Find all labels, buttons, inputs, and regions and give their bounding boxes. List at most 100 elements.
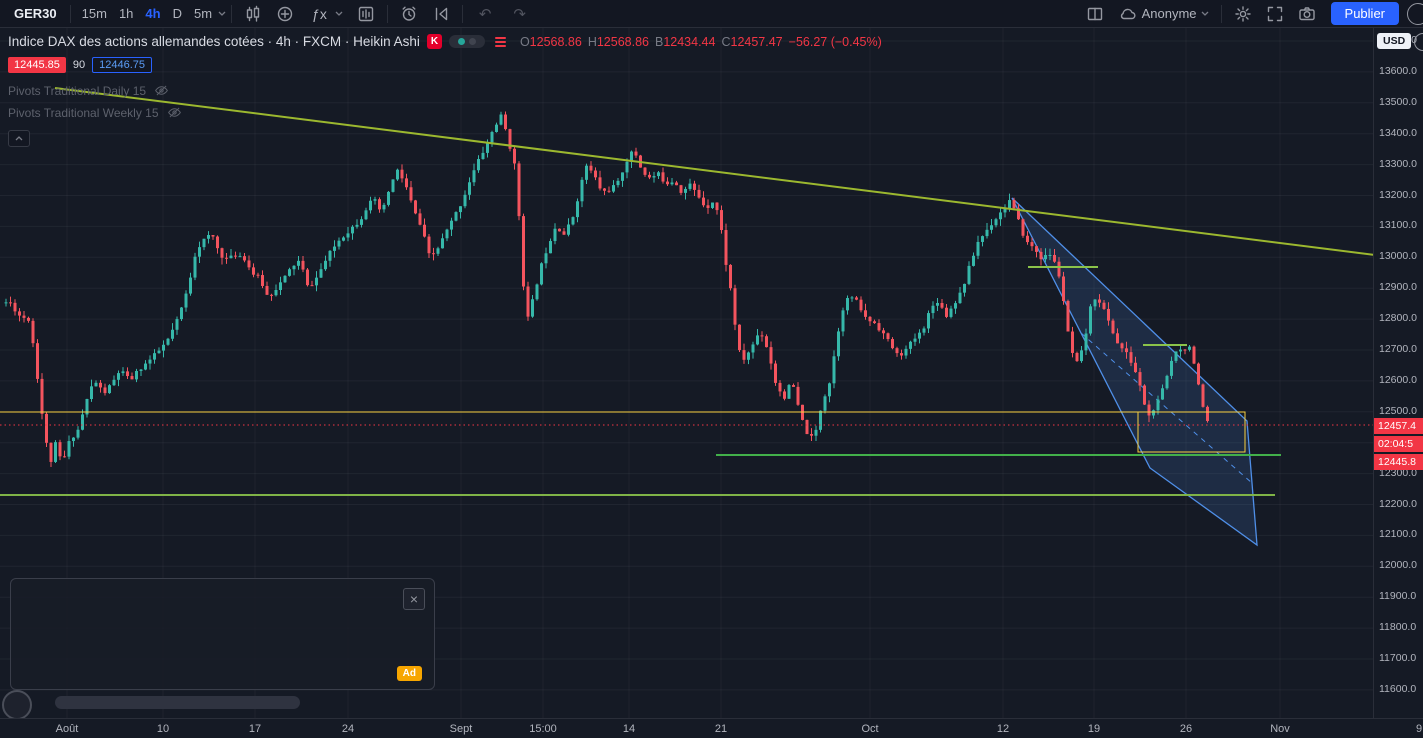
time-axis-label: 10 — [156, 723, 170, 735]
candle-body — [702, 197, 705, 206]
candle-body — [211, 235, 215, 237]
indicators-button[interactable]: ƒx — [301, 4, 350, 24]
change-value: −56.27 (−0.45%) — [788, 34, 882, 49]
candle-body — [189, 277, 192, 294]
indicator-menu-icon[interactable] — [492, 36, 509, 47]
time-axis[interactable]: Août 10 17 24 Sept 15:00 14 21 Oct 12 19 26 Nov 9 — [0, 718, 1423, 738]
candle-body — [108, 385, 111, 394]
indicator-row-daily[interactable]: Pivots Traditional Daily 15 — [8, 83, 882, 98]
candle-body — [279, 282, 282, 291]
price-axis-label: 11900.0 — [1379, 590, 1417, 603]
publish-button[interactable]: Publier — [1330, 2, 1399, 25]
candle-body — [1039, 251, 1043, 260]
candle-body — [378, 199, 381, 210]
divider — [231, 4, 233, 23]
interval-dropdown-icon[interactable] — [218, 11, 226, 16]
candle-body — [486, 142, 489, 153]
candle-body — [895, 348, 899, 354]
parallel-channel-midline — [1080, 332, 1253, 484]
price-axis-label: 13100.0 — [1379, 219, 1417, 232]
legend-collapse-button[interactable] — [8, 130, 30, 147]
settings-button[interactable] — [1227, 3, 1259, 25]
chart-type-button[interactable] — [237, 3, 269, 25]
candle-body — [436, 248, 440, 254]
candle-body — [724, 230, 728, 265]
interval-15m[interactable]: 15m — [81, 6, 107, 21]
indicator-template-icon — [358, 6, 374, 21]
interval-4h[interactable]: 4h — [145, 6, 161, 21]
indicator-row-weekly[interactable]: Pivots Traditional Weekly 15 — [8, 105, 882, 120]
alert-price-tag-blue[interactable]: 12446.75 — [92, 57, 153, 73]
alert-clock-icon — [402, 6, 416, 21]
candle-body — [540, 263, 543, 285]
candle-body — [153, 353, 156, 360]
candle-body — [783, 391, 786, 399]
candle-body — [1017, 208, 1020, 220]
undo-button[interactable]: ↶ — [468, 3, 503, 25]
candle-body — [126, 371, 129, 377]
user-menu[interactable]: Anonyme — [1111, 3, 1216, 25]
candle-body — [1192, 346, 1196, 364]
candle-body — [598, 177, 602, 189]
candle-body — [963, 283, 966, 293]
redo-button[interactable]: ↷ — [502, 3, 537, 25]
candle-body — [1066, 300, 1070, 332]
ad-close-button[interactable]: × — [403, 588, 425, 610]
candle-body — [198, 247, 201, 257]
candle-body — [1201, 384, 1205, 407]
layout-button[interactable] — [1079, 3, 1111, 25]
snapshot-button[interactable] — [1291, 3, 1323, 25]
templates-button[interactable] — [350, 3, 382, 25]
candle-body — [1080, 350, 1083, 362]
candle-body — [990, 225, 993, 230]
candle-body — [1102, 302, 1106, 309]
candle-body — [207, 235, 210, 239]
candle-body — [216, 236, 219, 249]
price-axis[interactable]: USD 13700.013600.013500.013400.013300.01… — [1373, 28, 1423, 738]
candle-body — [909, 341, 912, 349]
candle-body — [4, 302, 8, 304]
price-axis-label: 12200.0 — [1379, 497, 1417, 510]
candle-body — [324, 260, 327, 270]
interval-1h[interactable]: 1h — [118, 6, 134, 21]
chart-canvas[interactable] — [0, 28, 1373, 718]
candle-body — [544, 253, 548, 264]
time-axis-label: 19 — [1087, 723, 1101, 735]
candle-body — [337, 240, 341, 247]
currency-toggle[interactable]: USD — [1377, 33, 1412, 49]
eye-off-icon[interactable] — [167, 105, 182, 120]
candle-body — [607, 190, 611, 192]
undo-icon: ↶ — [478, 5, 492, 23]
replay-button[interactable] — [425, 3, 457, 25]
candle-body — [121, 371, 125, 374]
candlestick-icon — [246, 5, 260, 22]
price-axis-label: 12600.0 — [1379, 373, 1417, 386]
market-status-icon[interactable] — [448, 35, 485, 48]
candle-body — [796, 386, 800, 405]
help-icon[interactable] — [1407, 2, 1423, 25]
candle-body — [1062, 276, 1065, 301]
candle-body — [756, 335, 759, 345]
price-axis-label: 12700.0 — [1379, 343, 1417, 355]
candle-body — [981, 236, 984, 242]
candle-body — [567, 224, 570, 235]
candle-body — [571, 217, 575, 225]
candle-body — [22, 315, 26, 318]
fullscreen-button[interactable] — [1259, 3, 1291, 25]
alert-price-tag-red[interactable]: 12445.85 — [8, 57, 66, 73]
interval-5m[interactable]: 5m — [193, 6, 213, 21]
symbol-button[interactable]: GER30 — [14, 6, 57, 21]
alert-button[interactable] — [393, 3, 425, 25]
compare-plus-icon — [277, 6, 293, 21]
time-axis-label: 26 — [1179, 723, 1193, 735]
interval-d[interactable]: D — [172, 6, 182, 21]
candle-body — [652, 176, 656, 178]
eye-off-icon[interactable] — [154, 83, 169, 98]
candle-body — [670, 182, 674, 185]
candle-body — [697, 189, 701, 198]
candle-body — [94, 382, 98, 387]
compare-button[interactable] — [269, 3, 301, 25]
candle-body — [135, 370, 138, 380]
candle-body — [751, 344, 755, 353]
axis-settings-icon[interactable] — [1414, 33, 1423, 51]
